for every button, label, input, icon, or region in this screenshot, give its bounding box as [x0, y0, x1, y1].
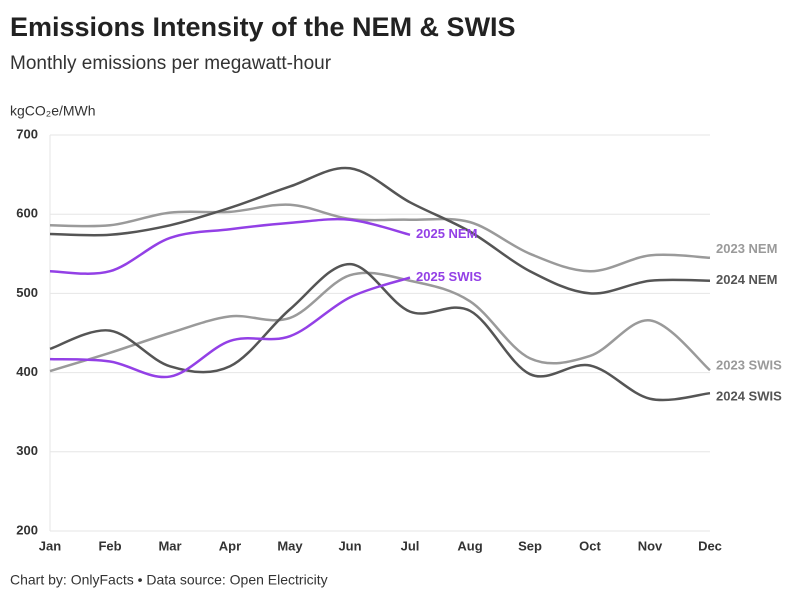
- line: [49, 262, 711, 402]
- line: [49, 166, 711, 295]
- footer: Chart by: OnlyFacts • Data source: Open …: [10, 572, 328, 588]
- series-label: 2023 SWIS: [716, 358, 782, 373]
- y-tick-label: 500: [16, 285, 38, 300]
- series-label: 2025 NEM: [416, 226, 477, 241]
- y-tick-label: 600: [16, 206, 38, 221]
- x-tick-label: Aug: [457, 538, 482, 553]
- y-tick-label: 400: [16, 364, 38, 379]
- line: [49, 217, 411, 275]
- x-tick-label: Jan: [39, 538, 61, 553]
- y-tick-label: 200: [16, 522, 38, 537]
- x-tick-label: Apr: [219, 538, 241, 553]
- x-tick-label: Mar: [158, 538, 181, 553]
- x-tick-label: Jul: [401, 538, 420, 553]
- line: [49, 203, 711, 273]
- chart-subtitle: Monthly emissions per megawatt-hour: [10, 53, 332, 74]
- x-tick-label: Oct: [579, 538, 601, 553]
- chart-title: Emissions Intensity of the NEM & SWIS: [10, 12, 516, 42]
- series-label: 2025 SWIS: [416, 269, 482, 284]
- x-tick-label: Nov: [638, 538, 663, 553]
- line: [49, 276, 411, 379]
- x-tick-label: Jun: [338, 538, 361, 553]
- y-tick-label: 300: [16, 443, 38, 458]
- line: [49, 271, 711, 373]
- x-tick-label: Dec: [698, 538, 722, 553]
- series-label: 2023 NEM: [716, 241, 777, 256]
- x-tick-label: May: [277, 538, 303, 553]
- y-axis-label: kgCO₂e/MWh: [10, 103, 96, 119]
- series-label: 2024 SWIS: [716, 389, 782, 404]
- x-tick-label: Sep: [518, 538, 542, 553]
- series-label: 2024 NEM: [716, 272, 777, 287]
- x-tick-label: Feb: [98, 538, 121, 553]
- y-tick-label: 700: [16, 126, 38, 141]
